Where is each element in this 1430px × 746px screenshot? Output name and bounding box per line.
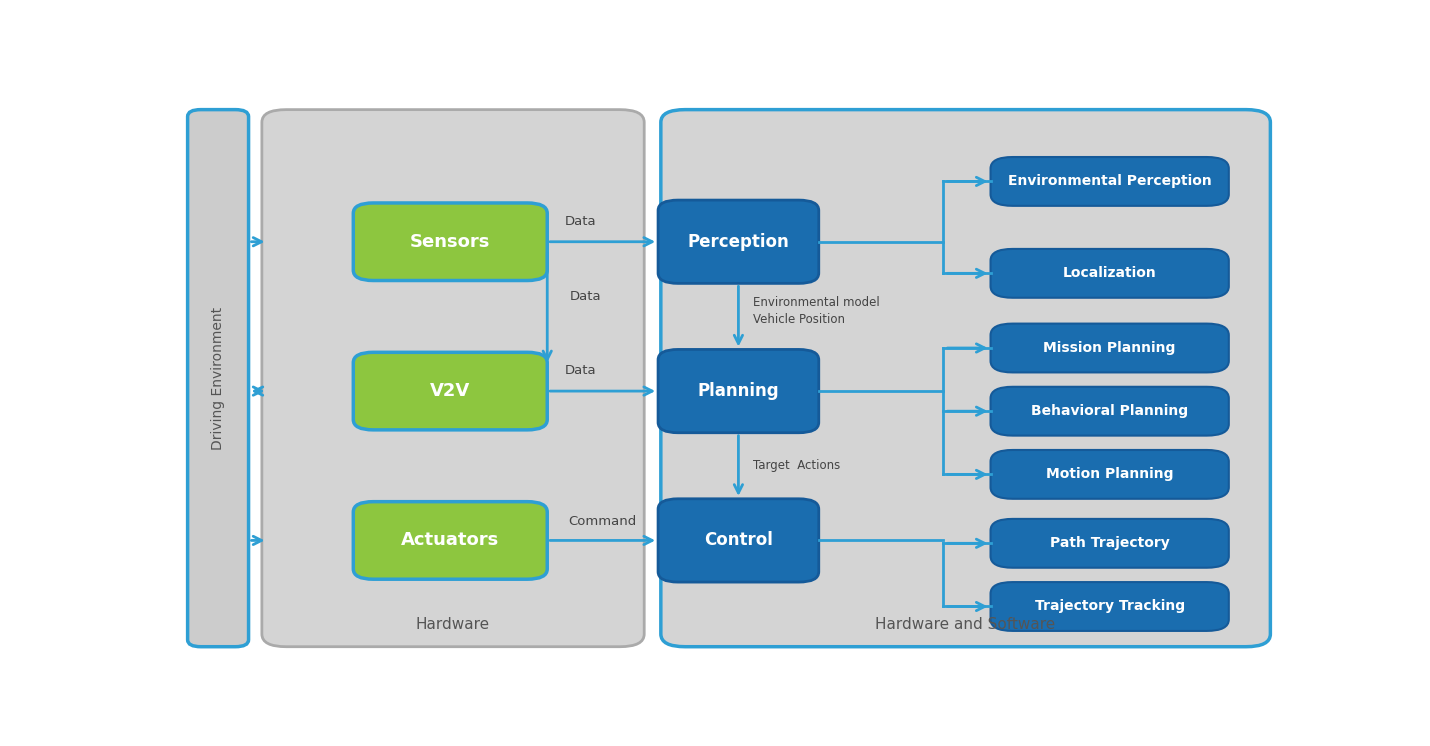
FancyBboxPatch shape [658, 499, 819, 582]
Text: Motion Planning: Motion Planning [1045, 468, 1174, 481]
FancyBboxPatch shape [353, 501, 548, 579]
Text: Perception: Perception [688, 233, 789, 251]
Text: Data: Data [565, 215, 596, 228]
Text: Target  Actions: Target Actions [752, 460, 839, 472]
Text: Trajectory Tracking: Trajectory Tracking [1035, 600, 1184, 613]
Text: Behavioral Planning: Behavioral Planning [1031, 404, 1188, 419]
FancyBboxPatch shape [262, 110, 644, 647]
FancyBboxPatch shape [991, 450, 1228, 499]
Text: Data: Data [569, 289, 601, 303]
Text: Environmental model: Environmental model [752, 295, 879, 309]
FancyBboxPatch shape [661, 110, 1270, 647]
FancyBboxPatch shape [658, 349, 819, 433]
Text: Environmental Perception: Environmental Perception [1008, 175, 1211, 189]
FancyBboxPatch shape [658, 200, 819, 283]
Text: V2V: V2V [430, 382, 470, 400]
FancyBboxPatch shape [187, 110, 249, 647]
Text: Vehicle Position: Vehicle Position [752, 313, 845, 326]
Text: Planning: Planning [698, 382, 779, 400]
FancyBboxPatch shape [991, 249, 1228, 298]
FancyBboxPatch shape [353, 203, 548, 280]
Text: Hardware and Software: Hardware and Software [875, 618, 1055, 633]
FancyBboxPatch shape [991, 519, 1228, 568]
Text: Driving Environment: Driving Environment [212, 307, 225, 450]
FancyBboxPatch shape [353, 352, 548, 430]
Text: Path Trajectory: Path Trajectory [1050, 536, 1170, 551]
FancyBboxPatch shape [991, 386, 1228, 436]
FancyBboxPatch shape [991, 582, 1228, 631]
Text: Actuators: Actuators [402, 531, 499, 550]
FancyBboxPatch shape [991, 324, 1228, 372]
Text: Hardware: Hardware [416, 618, 490, 633]
Text: Mission Planning: Mission Planning [1044, 341, 1175, 355]
FancyBboxPatch shape [991, 157, 1228, 206]
Text: Command: Command [569, 515, 636, 528]
Text: Localization: Localization [1062, 266, 1157, 280]
Text: Sensors: Sensors [410, 233, 490, 251]
Text: Data: Data [565, 365, 596, 377]
Text: Control: Control [704, 531, 772, 550]
